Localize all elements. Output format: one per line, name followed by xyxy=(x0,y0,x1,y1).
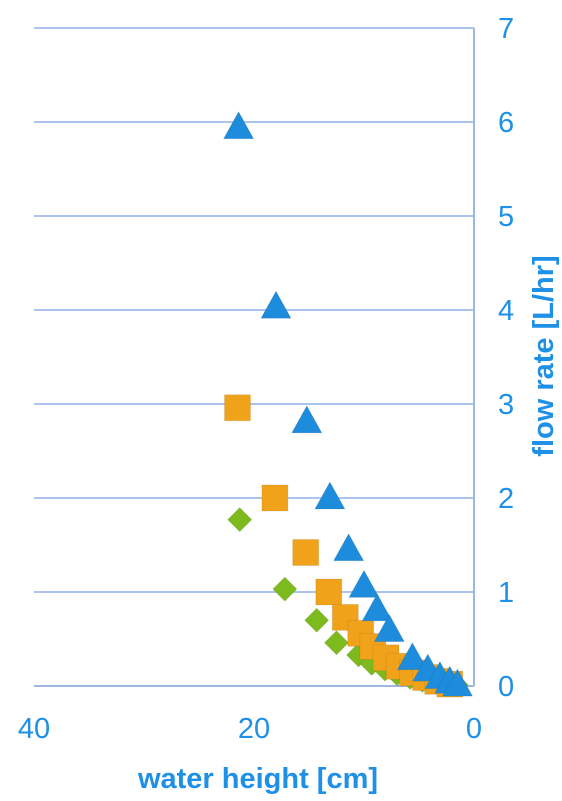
triangle-point xyxy=(290,404,323,434)
x-tick-label: 0 xyxy=(466,713,482,745)
y-tick-label: 5 xyxy=(498,201,514,233)
y-tick-label: 6 xyxy=(498,107,514,139)
triangle-point xyxy=(348,569,380,598)
triangle-point xyxy=(332,532,365,562)
y-tick-label: 4 xyxy=(498,295,514,327)
diamond-point xyxy=(323,630,350,656)
square-point xyxy=(224,394,251,422)
diamond-point xyxy=(303,607,330,633)
square-point xyxy=(261,484,289,512)
grid-layer xyxy=(34,27,474,593)
triangle-point xyxy=(441,668,474,697)
triangle-point xyxy=(222,110,255,140)
square-point xyxy=(315,578,343,606)
y-axis-title: flow rate [L/hr] xyxy=(528,255,560,456)
y-tick-label: 7 xyxy=(498,13,514,45)
x-axis-title: water height [cm] xyxy=(137,763,378,795)
axis-layer xyxy=(34,28,475,687)
triangle-point xyxy=(314,481,346,510)
diamond-point xyxy=(272,576,298,602)
y-tick-label: 0 xyxy=(498,671,514,703)
y-tick-label: 1 xyxy=(498,577,514,609)
diamond-point xyxy=(226,506,253,533)
triangle-point xyxy=(260,290,292,319)
series-triangle xyxy=(222,110,474,697)
square-point xyxy=(292,539,320,567)
triangle-point xyxy=(373,613,406,643)
x-tick-label: 40 xyxy=(18,713,50,745)
triangle-point xyxy=(396,641,429,671)
marks-layer xyxy=(222,110,474,698)
y-tick-label: 3 xyxy=(498,389,514,421)
x-tick-label: 20 xyxy=(238,713,270,745)
labels-layer: 0 1 2 3 4 5 6 7 40 20 0 xyxy=(18,13,514,745)
y-tick-label: 2 xyxy=(498,483,514,515)
triangle-point xyxy=(361,592,394,622)
